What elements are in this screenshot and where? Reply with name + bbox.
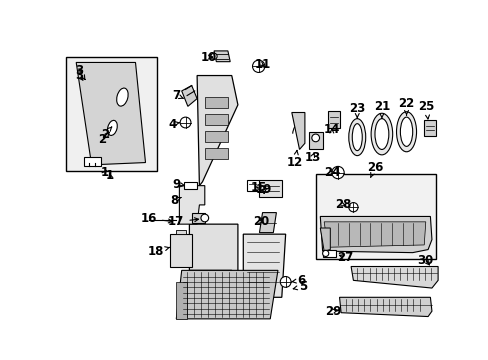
Text: 10: 10 (200, 50, 216, 64)
Polygon shape (214, 51, 230, 62)
Polygon shape (204, 97, 227, 108)
Text: 30: 30 (417, 254, 433, 267)
Text: 3: 3 (75, 64, 85, 80)
Polygon shape (182, 86, 197, 106)
Ellipse shape (348, 119, 365, 156)
Text: 5: 5 (293, 280, 307, 293)
Polygon shape (308, 132, 322, 149)
Text: 16: 16 (140, 212, 172, 225)
Polygon shape (176, 282, 187, 319)
Ellipse shape (370, 113, 392, 155)
Circle shape (252, 60, 264, 72)
Polygon shape (424, 120, 435, 136)
Polygon shape (324, 222, 425, 247)
Polygon shape (179, 186, 204, 224)
Ellipse shape (117, 88, 128, 106)
Ellipse shape (351, 124, 362, 150)
Polygon shape (189, 224, 238, 282)
Circle shape (180, 117, 190, 128)
Text: 2: 2 (101, 127, 112, 140)
Bar (66, 57, 157, 171)
Polygon shape (76, 62, 145, 165)
Polygon shape (322, 249, 335, 257)
Text: 11: 11 (254, 58, 270, 71)
Polygon shape (183, 182, 197, 189)
Text: 28: 28 (335, 198, 351, 211)
Polygon shape (204, 114, 227, 125)
Polygon shape (243, 234, 285, 297)
Text: 13: 13 (304, 150, 320, 164)
Text: 14: 14 (323, 123, 339, 136)
Polygon shape (320, 216, 431, 253)
Text: 27: 27 (337, 251, 353, 264)
Text: 12: 12 (286, 150, 303, 169)
Text: 22: 22 (398, 97, 414, 115)
Polygon shape (204, 131, 227, 142)
Text: 17: 17 (168, 215, 198, 228)
Text: 29: 29 (325, 305, 341, 318)
Polygon shape (259, 213, 276, 233)
Text: 9: 9 (172, 177, 184, 190)
Text: 4: 4 (168, 118, 179, 131)
Text: 20: 20 (252, 215, 268, 228)
Text: 19: 19 (255, 183, 272, 196)
Circle shape (322, 250, 328, 256)
Text: 26: 26 (366, 161, 383, 177)
Text: 1: 1 (106, 169, 114, 182)
Text: 1: 1 (101, 166, 108, 179)
Polygon shape (246, 180, 258, 191)
Circle shape (311, 134, 319, 142)
Circle shape (348, 203, 357, 212)
Text: 24: 24 (323, 166, 339, 179)
Text: 6: 6 (291, 274, 305, 287)
Polygon shape (258, 180, 281, 197)
Text: 3: 3 (75, 69, 83, 82)
Ellipse shape (374, 119, 388, 149)
Ellipse shape (396, 112, 416, 152)
Polygon shape (320, 228, 329, 251)
Polygon shape (204, 148, 227, 159)
Polygon shape (176, 230, 185, 234)
Text: 21: 21 (373, 100, 389, 118)
Polygon shape (327, 111, 339, 128)
Polygon shape (176, 270, 277, 319)
Text: 8: 8 (169, 194, 181, 207)
Circle shape (201, 214, 208, 222)
Polygon shape (191, 213, 204, 223)
Text: 25: 25 (418, 100, 434, 119)
Polygon shape (339, 297, 431, 316)
Bar (316, 174, 435, 259)
Ellipse shape (107, 120, 117, 135)
Polygon shape (291, 112, 305, 149)
Polygon shape (197, 76, 238, 186)
Text: 2: 2 (98, 132, 109, 146)
Text: 7: 7 (172, 89, 183, 102)
Polygon shape (170, 234, 191, 266)
Polygon shape (350, 266, 437, 288)
Text: 23: 23 (348, 102, 365, 118)
Circle shape (210, 53, 217, 59)
Polygon shape (84, 157, 101, 166)
Text: 18: 18 (148, 244, 170, 258)
Circle shape (331, 166, 344, 179)
Ellipse shape (400, 117, 412, 147)
Text: 15: 15 (250, 181, 266, 194)
Circle shape (280, 276, 290, 287)
